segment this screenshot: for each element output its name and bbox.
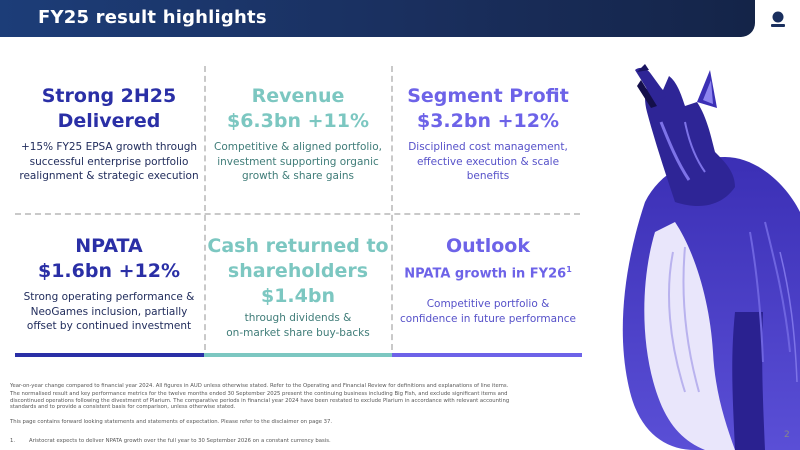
howling-wolf-illustration xyxy=(622,64,800,450)
page-number: 2 xyxy=(784,430,790,440)
footnote-number: 1. xyxy=(10,438,16,444)
highlight-description: through dividends & on-market share buy-b… xyxy=(226,312,370,339)
highlight-value: $3.2bn +12% xyxy=(416,110,560,132)
highlight-title: Cash returned to shareholders xyxy=(207,235,389,282)
highlight-description: +15% FY25 EPSA growth through successful … xyxy=(19,141,199,182)
highlight-subtitle: NPATA growth in FY261 xyxy=(404,265,572,282)
highlight-description: Disciplined cost management, effective ex… xyxy=(408,141,568,182)
highlight-description: Competitive portfolio & confidence in fut… xyxy=(400,298,576,325)
highlight-outlook: Outlook NPATA growth in FY261 Competitiv… xyxy=(393,234,583,326)
highlight-cash-returned: Cash returned to shareholders $1.4bn thro… xyxy=(206,234,390,340)
grid-divider-horizontal xyxy=(15,213,580,215)
accent-bar-teal xyxy=(204,353,392,357)
highlight-description: Competitive & aligned portfolio, investme… xyxy=(213,141,382,182)
accent-bar-purple xyxy=(392,353,582,357)
highlight-title: Segment Profit xyxy=(407,85,569,107)
highlight-title: Outlook xyxy=(445,235,530,257)
footnote-marker: 1 xyxy=(566,265,572,274)
highlight-title: NPATA xyxy=(75,235,143,257)
aristocrat-logo-icon xyxy=(771,11,785,27)
footnote-text: Year-on-year change compared to financia… xyxy=(10,383,509,389)
grid-divider-vertical xyxy=(204,66,206,350)
highlight-value: $6.3bn +11% xyxy=(226,110,370,132)
highlight-segment-profit: Segment Profit $3.2bn +12% Disciplined c… xyxy=(393,84,583,184)
footnote-text: The normalised result and key performanc… xyxy=(10,391,510,411)
highlight-value: $1.6bn +12% xyxy=(37,260,181,282)
highlight-revenue: Revenue $6.3bn +11% Competitive & aligne… xyxy=(206,84,390,184)
highlight-title: Strong 2H25 Delivered xyxy=(41,85,177,132)
highlight-strong-2h25: Strong 2H25 Delivered +15% FY25 EPSA grow… xyxy=(15,84,203,184)
highlight-title: Revenue xyxy=(251,85,345,107)
footnote-text: Aristocrat expects to deliver NPATA grow… xyxy=(29,438,331,444)
highlight-value: $1.4bn xyxy=(260,285,335,307)
page-title: FY25 result highlights xyxy=(38,7,267,28)
highlight-description: Strong operating performance & NeoGames i… xyxy=(23,291,195,332)
grid-divider-vertical xyxy=(391,66,393,350)
footnote-text: This page contains forward looking state… xyxy=(10,419,333,425)
accent-bar-navy xyxy=(15,353,204,357)
header-bar: FY25 result highlights xyxy=(0,0,755,37)
highlight-npata: NPATA $1.6bn +12% Strong operating perfo… xyxy=(15,234,203,334)
